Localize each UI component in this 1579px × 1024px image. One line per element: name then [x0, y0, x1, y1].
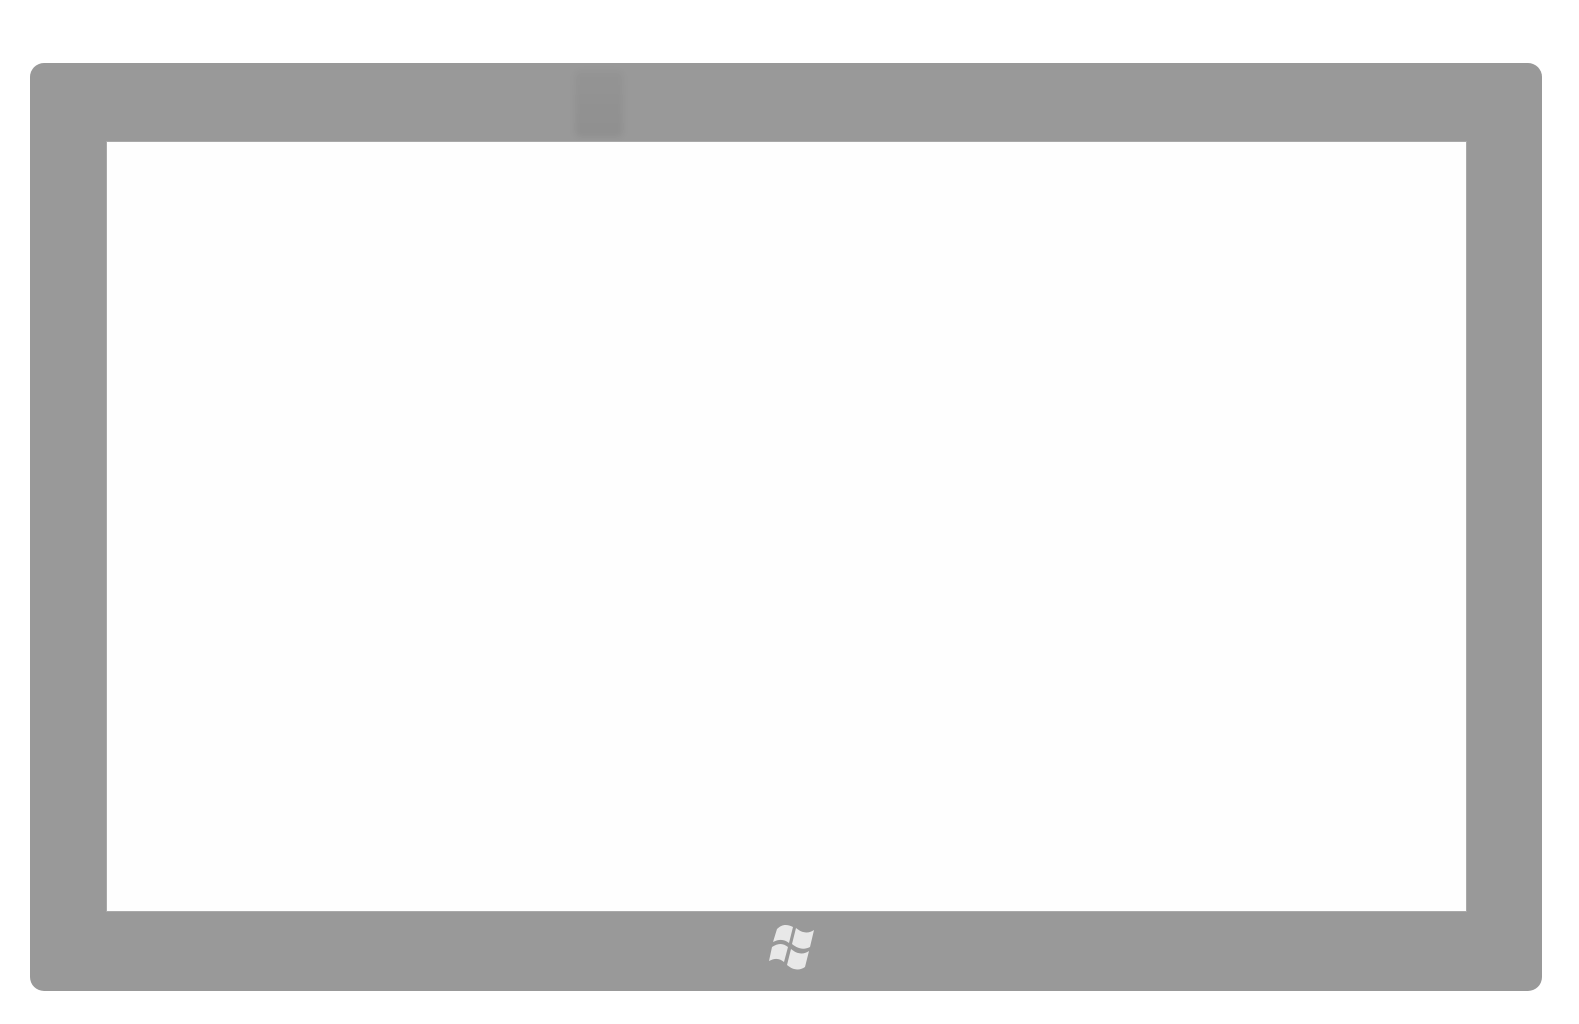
windows-start-button[interactable] [769, 923, 823, 973]
windows-logo-icon [769, 924, 814, 970]
tablet-screen[interactable] [106, 141, 1467, 912]
tablet-bezel [30, 63, 1542, 991]
camera-icon [575, 71, 623, 137]
